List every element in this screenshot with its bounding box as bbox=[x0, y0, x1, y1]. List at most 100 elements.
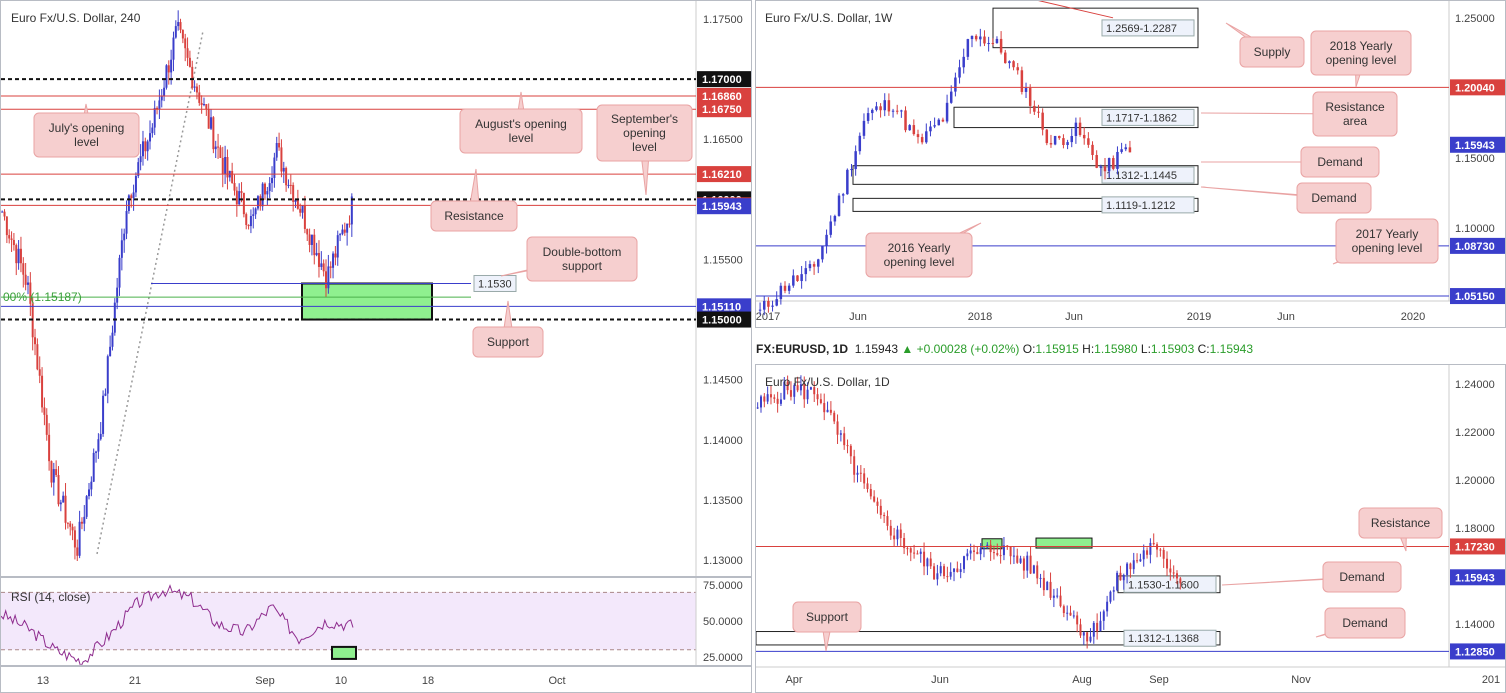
h4-candle bbox=[329, 266, 332, 268]
daily-candle bbox=[813, 387, 816, 395]
daily-candle bbox=[863, 473, 866, 484]
daily-level-tag-bg bbox=[1450, 538, 1505, 555]
weekly-callout-2017-yearly: 2017 Yearly opening level bbox=[1352, 227, 1423, 255]
weekly-candle bbox=[800, 274, 803, 282]
daily-candle bbox=[1176, 573, 1179, 579]
h4-candle bbox=[273, 157, 276, 178]
h4-time-axis[interactable]: 13 21 Sep 10 18 Oct bbox=[0, 666, 752, 693]
daily-y-tick: 1.22000 bbox=[1455, 427, 1495, 439]
daily-candle bbox=[1099, 620, 1102, 632]
h4-level-tag: 1.15000 bbox=[702, 315, 742, 327]
weekly-candle bbox=[1004, 52, 1007, 64]
daily-candle bbox=[803, 384, 806, 400]
h4-candle bbox=[149, 133, 152, 142]
daily-candle bbox=[836, 421, 839, 435]
weekly-candle bbox=[904, 110, 907, 131]
h4-candle bbox=[97, 439, 100, 452]
h4-candle bbox=[238, 191, 241, 205]
daily-symbol: FX:EURUSD, 1D bbox=[756, 342, 849, 356]
daily-candle bbox=[1179, 578, 1182, 584]
weekly-last-price-tag-bg bbox=[1450, 136, 1505, 153]
h4-candle bbox=[8, 235, 11, 239]
h4-candle bbox=[285, 167, 288, 186]
h4-candle bbox=[99, 433, 102, 440]
h4-y-tick: 1.17500 bbox=[703, 14, 743, 26]
h4-candle bbox=[303, 205, 306, 229]
h4-candle bbox=[202, 104, 205, 106]
h4-candle bbox=[254, 208, 257, 215]
weekly-candle bbox=[783, 285, 787, 291]
weekly-candle bbox=[829, 221, 832, 235]
daily-candle bbox=[1092, 622, 1095, 637]
daily-candle bbox=[916, 553, 919, 555]
weekly-candle bbox=[846, 169, 849, 195]
h4-callout-double-bottom-box bbox=[526, 236, 638, 282]
h4-candle bbox=[226, 157, 229, 178]
daily-x-tick: Jun bbox=[931, 674, 949, 686]
h4-candle bbox=[43, 407, 46, 415]
daily-candle bbox=[1126, 563, 1129, 575]
h4-callout-double-bottom: Double-bottom support bbox=[543, 245, 622, 273]
h4-candle bbox=[350, 196, 353, 225]
h4-candle bbox=[123, 233, 126, 241]
high-value: 1.15980 bbox=[1094, 342, 1138, 356]
daily-candle bbox=[992, 552, 995, 554]
weekly-chart-svg[interactable]: 1.250001.200001.150001.100001.050002017J… bbox=[756, 1, 1506, 328]
weekly-candle bbox=[949, 91, 953, 103]
h4-level-tag: 1.15110 bbox=[702, 301, 741, 313]
weekly-candle bbox=[871, 109, 874, 114]
weekly-callout-2018-yearly: 2018 Yearly opening level bbox=[1326, 39, 1397, 67]
daily-chart-panel[interactable]: 1.240001.220001.200001.180001.160001.140… bbox=[755, 364, 1506, 693]
weekly-candle bbox=[979, 36, 982, 40]
daily-candle bbox=[1122, 574, 1125, 581]
weekly-candle bbox=[1095, 155, 1098, 168]
daily-level-tag-bg bbox=[1450, 643, 1505, 660]
h4-candle bbox=[95, 451, 98, 453]
daily-candle bbox=[886, 516, 889, 526]
daily-candle bbox=[906, 548, 909, 550]
weekly-candle bbox=[1120, 149, 1123, 152]
daily-candle bbox=[833, 412, 836, 422]
h4-x-tick: 13 bbox=[37, 675, 49, 687]
rsi-panel[interactable]: 75.0000 50.0000 25.0000 RSI (14, close) bbox=[0, 577, 752, 666]
daily-candle bbox=[972, 550, 975, 552]
daily-candle bbox=[1152, 542, 1155, 545]
weekly-candle bbox=[771, 305, 774, 307]
weekly-chart-panel[interactable]: 1.250001.200001.150001.100001.050002017J… bbox=[755, 0, 1506, 328]
h4-candle bbox=[106, 356, 109, 394]
h4-candle bbox=[191, 66, 194, 88]
daily-candle bbox=[786, 381, 789, 391]
weekly-candle bbox=[1041, 112, 1044, 130]
h4-candle bbox=[261, 183, 264, 207]
weekly-zone-2-label-bg bbox=[1101, 166, 1195, 184]
daily-candle bbox=[839, 433, 842, 435]
h4-chart-svg[interactable]: 1.175001.170001.165001.160001.155001.150… bbox=[1, 1, 752, 577]
h4-candle bbox=[141, 141, 144, 157]
daily-candle bbox=[1166, 558, 1169, 569]
daily-candle bbox=[773, 397, 776, 399]
daily-candle bbox=[1109, 591, 1112, 602]
daily-callout-demand-2-box bbox=[1324, 607, 1406, 639]
h4-x-tick: 10 bbox=[335, 675, 347, 687]
h4-candle bbox=[299, 208, 302, 213]
rsi-chart-svg[interactable]: 75.0000 50.0000 25.0000 bbox=[1, 578, 752, 666]
daily-chart-svg[interactable]: 1.240001.220001.200001.180001.160001.140… bbox=[756, 365, 1506, 693]
h4-chart-panel[interactable]: 1.175001.170001.165001.160001.155001.150… bbox=[0, 0, 752, 577]
h4-candle bbox=[3, 211, 6, 217]
h4-callout-resistance: Resistance bbox=[444, 209, 504, 223]
daily-candle bbox=[866, 483, 869, 490]
weekly-candle bbox=[1074, 122, 1078, 136]
daily-candle bbox=[823, 403, 826, 413]
h4-time-axis-svg: 13 21 Sep 10 18 Oct bbox=[37, 675, 566, 687]
h4-candle bbox=[90, 481, 93, 490]
weekly-candle bbox=[1045, 129, 1049, 144]
weekly-zone-0-label: 1.2569-1.2287 bbox=[1106, 23, 1177, 35]
h4-candle bbox=[134, 176, 137, 193]
h4-level-tag-bg bbox=[697, 311, 751, 328]
h4-candle bbox=[153, 107, 156, 128]
h4-x-tick: 18 bbox=[422, 675, 434, 687]
rsi-y-tick: 75.0000 bbox=[703, 580, 743, 592]
h4-candle bbox=[325, 271, 328, 289]
weekly-candle bbox=[854, 151, 857, 170]
h4-candle bbox=[76, 547, 79, 556]
